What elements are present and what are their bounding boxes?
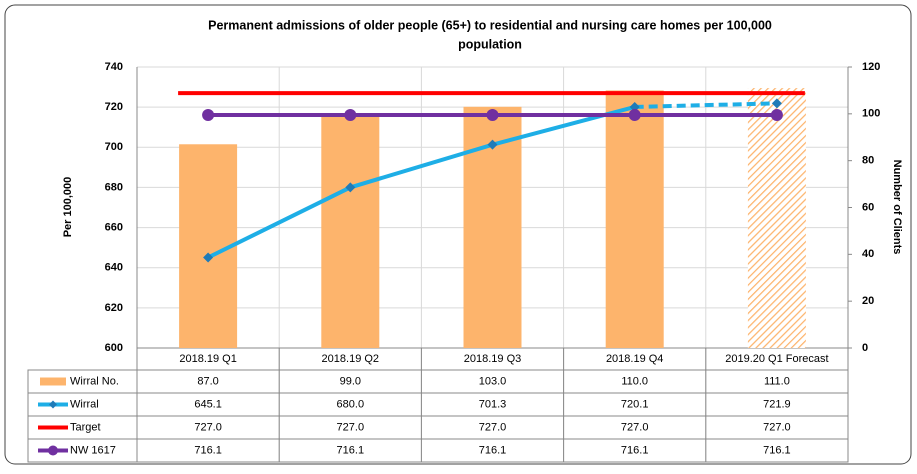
legend-marker (48, 445, 58, 456)
y-tick-label: 720 (105, 101, 123, 113)
bar (747, 88, 806, 348)
x-tick-label: 2018.19 Q1 (179, 353, 237, 365)
legend-label: Wirral No. (70, 375, 119, 387)
line (207, 105, 636, 260)
table-cell: 720.1 (621, 398, 649, 410)
x-tick-label: 2018.19 Q3 (464, 353, 522, 365)
x-tick-label: 2018.19 Q4 (606, 353, 664, 365)
table-cell: 111.0 (764, 375, 790, 387)
y-tick-label: 700 (105, 141, 123, 153)
y-tick-label: 640 (105, 262, 123, 274)
marker (345, 182, 356, 193)
table-cell: 103.0 (479, 375, 507, 387)
chart-title: Permanent admissions of older people (65… (208, 18, 772, 32)
marker (203, 252, 214, 263)
x-tick-label: 2018.19 Q2 (322, 353, 380, 365)
marker (487, 139, 498, 150)
legend-label: Target (70, 421, 101, 433)
table-cell: 727.0 (621, 421, 649, 433)
y-axis-label: Per 100,000 (62, 177, 74, 238)
chart-title: population (458, 37, 522, 51)
y-tick-label: 740 (105, 61, 123, 73)
table-cell: 645.1 (194, 398, 222, 410)
y2-tick-label: 120 (862, 61, 880, 73)
marker (486, 108, 499, 121)
bar (605, 90, 664, 349)
table-cell: 680.0 (337, 398, 365, 410)
table-cell: 727.0 (479, 421, 507, 433)
y2-tick-label: 40 (862, 248, 874, 260)
table-cell: 727.0 (763, 421, 791, 433)
legend-label: Wirral (70, 398, 99, 410)
y-tick-label: 620 (105, 302, 123, 314)
table-cell: 716.1 (337, 444, 365, 456)
y-tick-label: 600 (105, 342, 123, 354)
table-cell: 701.3 (479, 398, 507, 410)
y2-axis-label: Number of Clients (891, 160, 903, 255)
x-tick-label: 2019.20 Q1 Forecast (725, 353, 828, 365)
legend-label: NW 1617 (70, 444, 116, 456)
marker (628, 108, 641, 121)
marker (344, 108, 357, 121)
table-cell: 716.1 (479, 444, 507, 456)
table-cell: 110.0 (621, 375, 648, 387)
table-cell: 727.0 (194, 421, 222, 433)
line-forecast (634, 101, 777, 109)
y-tick-label: 660 (105, 221, 123, 233)
chart-frame (4, 4, 912, 465)
y2-tick-label: 80 (862, 155, 874, 167)
marker (770, 108, 783, 121)
table-cell: 727.0 (337, 421, 365, 433)
y2-tick-label: 20 (862, 295, 874, 307)
table-cell: 87.0 (197, 375, 218, 387)
y2-tick-label: 60 (862, 201, 874, 213)
marker (771, 98, 782, 109)
table-cell: 716.1 (763, 444, 791, 456)
y-tick-label: 680 (105, 181, 123, 193)
table-cell: 716.1 (194, 444, 222, 456)
marker (629, 101, 640, 112)
table-cell: 716.1 (621, 444, 649, 456)
bar (321, 116, 380, 348)
legend-swatch (40, 377, 66, 386)
marker (202, 108, 215, 121)
y2-tick-label: 0 (862, 342, 868, 354)
legend-marker (49, 400, 57, 409)
y2-tick-label: 100 (862, 108, 880, 120)
table-cell: 99.0 (340, 375, 361, 387)
table-cell: 721.9 (763, 398, 791, 410)
